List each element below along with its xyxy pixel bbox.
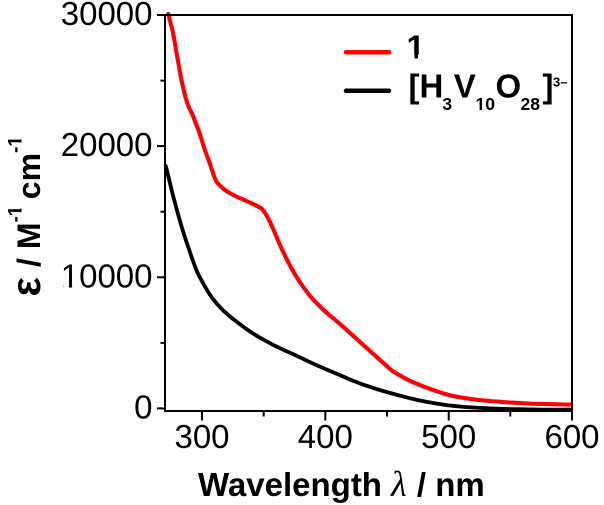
svg-text:600: 600: [544, 418, 599, 455]
svg-text:30000: 30000: [61, 0, 153, 32]
svg-text:1: 1: [407, 29, 425, 66]
svg-text:500: 500: [421, 418, 476, 455]
svg-text:20000: 20000: [61, 126, 153, 163]
svg-text:ε / M-1 cm-1: ε / M-1 cm-1: [3, 136, 49, 297]
svg-text:[H3V10O28]3–: [H3V10O28]3–: [409, 67, 568, 114]
svg-text:Wavelength λ / nm: Wavelength λ / nm: [198, 464, 485, 504]
svg-text:0: 0: [134, 389, 152, 426]
svg-text:300: 300: [174, 418, 229, 455]
svg-text:400: 400: [298, 418, 353, 455]
